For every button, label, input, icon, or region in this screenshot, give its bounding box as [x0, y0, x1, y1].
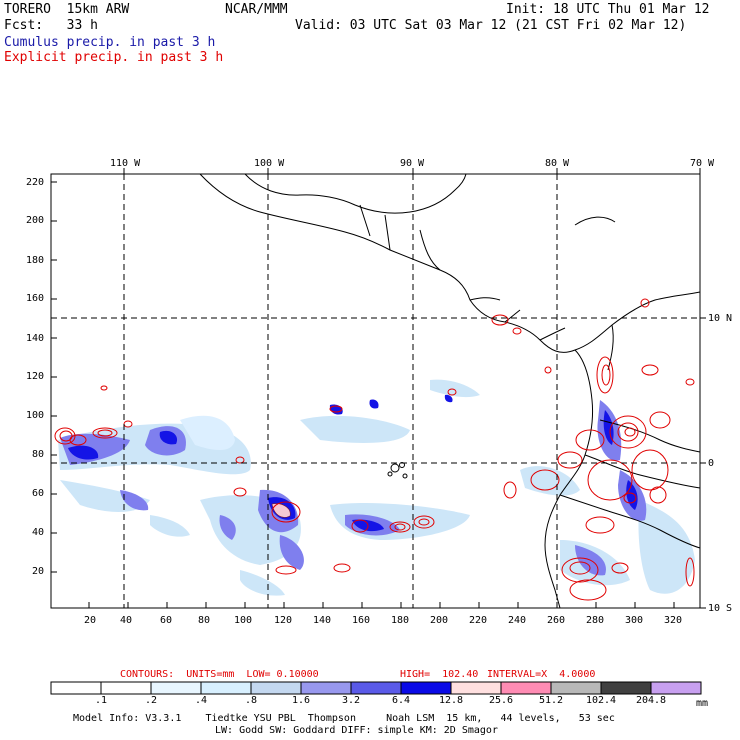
x-tick: 60 [160, 615, 173, 626]
colorbar-label: .4 [194, 695, 208, 706]
precip-peak [271, 503, 291, 518]
y-tick: 140 [26, 333, 45, 344]
x-tick: 320 [664, 615, 683, 626]
model-info: Model Info: V3.3.1 Tiedtke YSU PBL Thomp… [73, 713, 615, 724]
colorbar-swatch [400, 681, 452, 695]
x-tick: 260 [547, 615, 566, 626]
colorbar-label: 102.4 [585, 695, 617, 706]
colorbar-label: 6.4 [391, 695, 411, 706]
y-tick: 200 [26, 215, 45, 226]
y-tick: 20 [32, 566, 45, 577]
x-tick: 120 [274, 615, 293, 626]
field-label-cumulus: Cumulus precip. in past 3 h [4, 35, 216, 50]
colorbar-label: .8 [244, 695, 258, 706]
lat-label-10n: 10 N [708, 313, 733, 324]
y-tick: 100 [26, 410, 45, 421]
colorbar-label: 51.2 [538, 695, 564, 706]
lon-label-110w: 110 W [110, 158, 141, 169]
field-label-explicit: Explicit precip. in past 3 h [4, 50, 224, 65]
x-tick: 200 [430, 615, 449, 626]
lon-label-90w: 90 W [400, 158, 425, 169]
graticule [51, 174, 700, 608]
lon-label-80w: 80 W [545, 158, 570, 169]
x-tick: 100 [234, 615, 253, 626]
colorbar [50, 681, 702, 695]
y-tick: 160 [26, 293, 45, 304]
x-tick: 300 [625, 615, 644, 626]
colorbar-swatch [250, 681, 302, 695]
y-tick: 120 [26, 371, 45, 382]
organization-label: NCAR/MMM [225, 2, 288, 17]
colorbar-swatch [450, 681, 502, 695]
colorbar-label: 204.8 [635, 695, 667, 706]
colorbar-swatch [150, 681, 202, 695]
colorbar-swatch [100, 681, 152, 695]
y-tick: 60 [32, 488, 45, 499]
coastlines [199, 173, 701, 609]
high-label: HIGH= 102.40 [400, 669, 479, 680]
explicit-precip-contours [54, 298, 695, 601]
colorbar-label: 25.6 [488, 695, 514, 706]
x-tick: 20 [84, 615, 97, 626]
colorbar-label: 12.8 [438, 695, 464, 706]
tick-marks [51, 168, 706, 609]
colorbar-swatch [500, 681, 552, 695]
y-tick: 180 [26, 255, 45, 266]
y-tick: 40 [32, 527, 45, 538]
galapagos-islands [387, 462, 408, 479]
x-tick: 40 [120, 615, 133, 626]
colorbar-swatch [550, 681, 602, 695]
colorbar-swatch [650, 681, 702, 695]
x-tick: 180 [391, 615, 410, 626]
x-tick: 240 [508, 615, 527, 626]
colorbar-label: .1 [94, 695, 108, 706]
colorbar-swatch [200, 681, 252, 695]
y-tick: 80 [32, 449, 45, 460]
lon-label-70w: 70 W [690, 158, 715, 169]
model-title: TORERO 15km ARW [4, 2, 130, 17]
lon-label-100w: 100 W [254, 158, 285, 169]
colorbar-unit: mm [696, 698, 709, 709]
colorbar-swatch [350, 681, 402, 695]
y-tick: 220 [26, 177, 45, 188]
colorbar-swatch [50, 681, 102, 695]
colorbar-swatch [300, 681, 352, 695]
colorbar-label: .2 [144, 695, 158, 706]
x-tick: 80 [198, 615, 211, 626]
colorbar-swatch [600, 681, 652, 695]
lat-label-10s: 10 S [708, 603, 733, 614]
init-time: Init: 18 UTC Thu 01 Mar 12 [506, 2, 710, 17]
x-tick: 140 [313, 615, 332, 626]
x-tick: 220 [469, 615, 488, 626]
colorbar-label: 3.2 [341, 695, 361, 706]
interval-label: INTERVAL=X 4.0000 [487, 669, 596, 680]
x-tick: 160 [352, 615, 371, 626]
contours-label: CONTOURS: UNITS=mm LOW= 0.10000 [120, 669, 319, 680]
lat-label-0: 0 [708, 458, 715, 469]
colorbar-label: 1.6 [291, 695, 311, 706]
forecast-hour: Fcst: 33 h [4, 18, 98, 33]
physics-info: LW: Godd SW: Goddard DIFF: simple KM: 2D… [215, 725, 498, 736]
map-frame [50, 173, 701, 609]
x-tick: 280 [586, 615, 605, 626]
valid-time: Valid: 03 UTC Sat 03 Mar 12 (21 CST Fri … [295, 18, 687, 33]
